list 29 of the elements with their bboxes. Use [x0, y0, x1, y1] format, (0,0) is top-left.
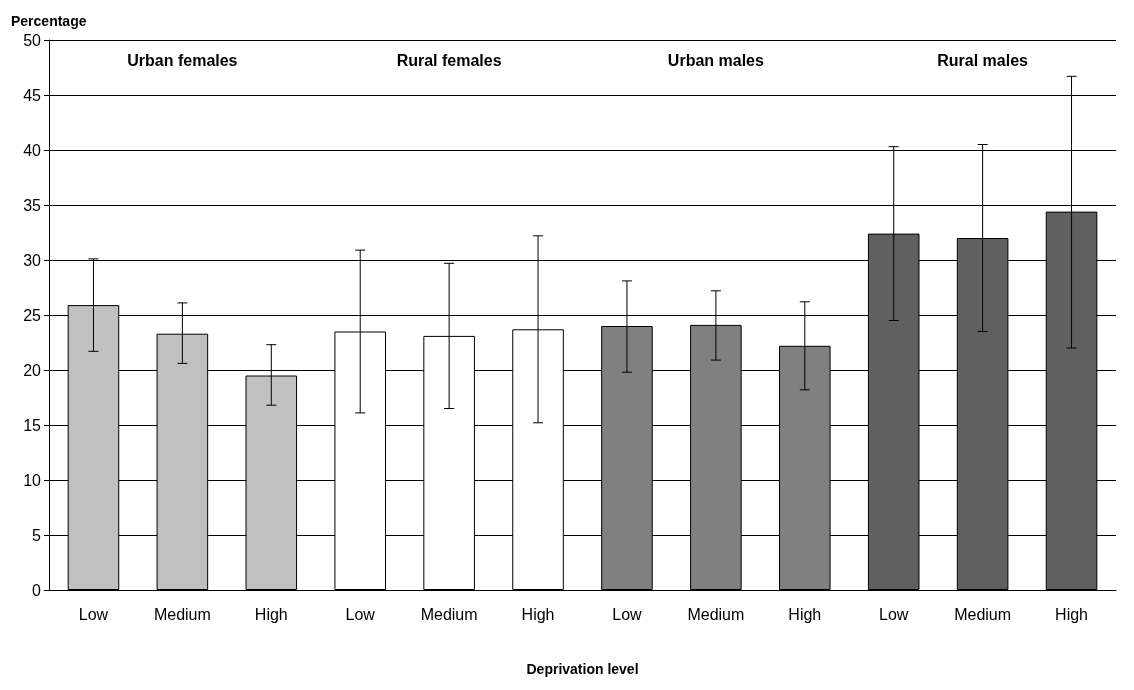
y-tick-label: 0 [32, 581, 42, 599]
x-tick-label: Low [879, 605, 909, 623]
y-tick-label: 20 [23, 361, 42, 379]
y-tick-label: 40 [23, 141, 42, 159]
annotation: Urban females [127, 51, 238, 69]
y-tick-label: 5 [32, 526, 42, 544]
y-tick-label: 30 [23, 251, 42, 269]
x-tick-label: Medium [687, 605, 745, 623]
y-tick-label: 35 [23, 196, 42, 214]
x-tick-label: Medium [153, 605, 211, 623]
y-tick-label: 25 [23, 306, 42, 324]
y-axis-title: Percentage [11, 13, 87, 29]
annotation: Urban males [667, 51, 764, 69]
x-tick-label: High [254, 605, 288, 623]
y-tick-label: 50 [23, 31, 42, 49]
x-tick-label: Low [345, 605, 376, 623]
y-tick-label: 45 [23, 86, 42, 104]
x-tick-label: Medium [420, 605, 478, 623]
x-tick-label: Low [612, 605, 643, 623]
x-tick-label: High [788, 605, 822, 623]
x-tick-label: Low [78, 605, 109, 623]
y-tick-label: 15 [23, 416, 42, 434]
annotation: Rural males [937, 51, 1029, 69]
x-tick-label: High [1055, 605, 1088, 623]
x-tick-label: High [521, 605, 555, 623]
y-tick-label: 10 [23, 471, 42, 489]
annotation: Rural females [396, 51, 502, 69]
x-axis-title: Deprivation level [526, 661, 639, 677]
x-tick-label: Medium [954, 605, 1012, 623]
